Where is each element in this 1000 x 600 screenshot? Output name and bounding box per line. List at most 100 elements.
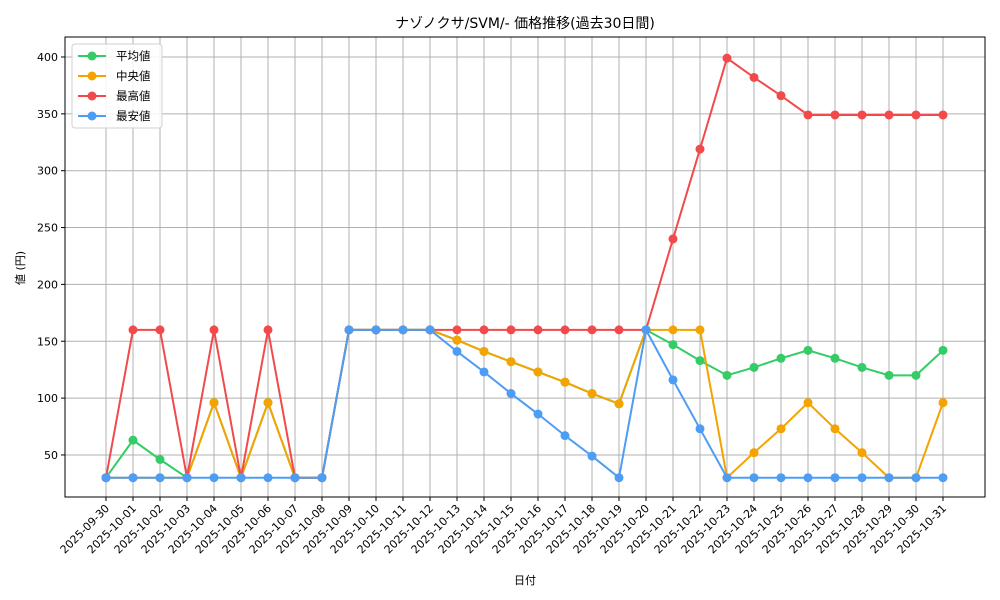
data-point [938, 345, 948, 355]
data-point [911, 110, 921, 120]
data-point [857, 110, 867, 120]
data-point [614, 473, 624, 483]
data-point [587, 325, 597, 335]
data-point [209, 398, 219, 408]
data-point [830, 473, 840, 483]
legend-label: 平均値 [116, 49, 151, 63]
data-point [533, 325, 543, 335]
data-point [722, 370, 732, 380]
series-最安値 [101, 325, 948, 483]
legend-label: 最高値 [116, 89, 151, 103]
legend-marker [87, 91, 97, 101]
data-point [722, 53, 732, 63]
data-point [749, 473, 759, 483]
chart-title: ナゾノクサ/SVM/- 価格推移(過去30日間) [395, 16, 655, 32]
data-point [668, 375, 678, 385]
series-line [105, 56, 943, 479]
data-point [749, 362, 759, 372]
data-point [452, 335, 462, 345]
data-point [911, 370, 921, 380]
data-point [668, 234, 678, 244]
data-point [290, 473, 300, 483]
y-tick-label: 50 [44, 449, 58, 462]
y-tick-label: 350 [37, 108, 58, 121]
y-tick-label: 150 [37, 335, 58, 348]
legend-item: 中央値 [78, 69, 151, 83]
data-point [803, 345, 813, 355]
data-point [884, 370, 894, 380]
x-axis-label: 日付 [514, 574, 536, 587]
data-point [533, 367, 543, 377]
data-point [749, 448, 759, 458]
grid-lines [65, 37, 985, 497]
data-point [803, 398, 813, 408]
data-point [587, 389, 597, 399]
data-point [263, 398, 273, 408]
data-point [776, 91, 786, 101]
data-point [155, 325, 165, 335]
y-axis-ticks: 50 100 150 200 250 300 350 400 [37, 51, 65, 462]
data-point [587, 451, 597, 461]
data-point [641, 325, 651, 335]
data-point [371, 325, 381, 335]
data-point [101, 473, 111, 483]
data-point [128, 325, 138, 335]
data-point [452, 325, 462, 335]
data-point [776, 353, 786, 363]
data-point [263, 325, 273, 335]
data-point [830, 424, 840, 434]
data-point [506, 325, 516, 335]
data-point [911, 473, 921, 483]
data-point [560, 431, 570, 441]
x-axis-ticks: 2025-09-302025-10-012025-10-022025-10-03… [58, 497, 949, 556]
legend-label: 中央値 [116, 69, 151, 83]
y-tick-label: 100 [37, 392, 58, 405]
y-tick-label: 250 [37, 222, 58, 235]
legend-marker [87, 71, 97, 81]
data-point [614, 399, 624, 409]
data-point [560, 377, 570, 387]
data-point [668, 325, 678, 335]
data-point [695, 356, 705, 366]
legend-label: 最安値 [116, 109, 151, 123]
data-point [560, 325, 570, 335]
data-point [695, 424, 705, 434]
legend-item: 最高値 [78, 89, 151, 103]
series-line [106, 328, 944, 481]
series-最高値 [101, 53, 948, 483]
data-point [857, 362, 867, 372]
data-point [857, 448, 867, 458]
data-point [344, 325, 354, 335]
y-tick-label: 300 [37, 165, 58, 178]
data-point [479, 325, 489, 335]
data-point [614, 325, 624, 335]
data-point [155, 454, 165, 464]
data-point [182, 473, 192, 483]
data-point [749, 72, 759, 82]
data-point [803, 110, 813, 120]
data-point [128, 473, 138, 483]
data-point [236, 473, 246, 483]
data-point [830, 353, 840, 363]
data-point [857, 473, 867, 483]
legend-frame [71, 43, 163, 129]
data-point [452, 346, 462, 356]
y-tick-label: 400 [37, 51, 58, 64]
data-point [533, 409, 543, 419]
data-point [425, 325, 435, 335]
data-point [479, 346, 489, 356]
data-point [830, 110, 840, 120]
data-point [695, 144, 705, 154]
data-point [938, 110, 948, 120]
data-point [776, 473, 786, 483]
data-point [506, 389, 516, 399]
data-point [722, 473, 732, 483]
data-point [128, 435, 138, 445]
data-point [803, 473, 813, 483]
data-point [398, 325, 408, 335]
data-point [938, 398, 948, 408]
data-point [668, 340, 678, 350]
data-point [263, 473, 273, 483]
